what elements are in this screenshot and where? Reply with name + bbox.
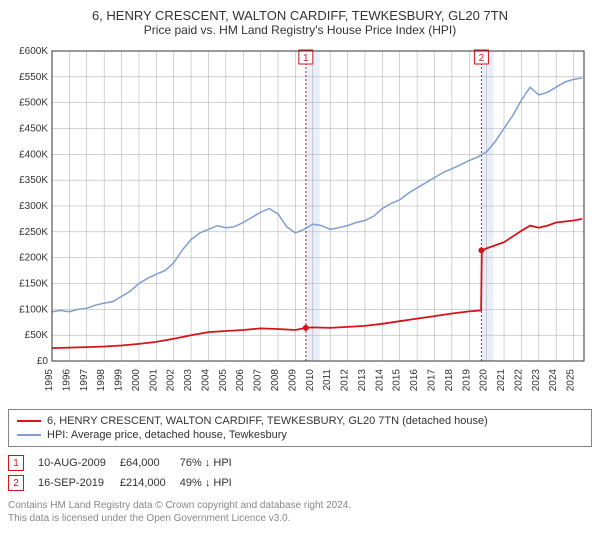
marker-table: 1 10-AUG-2009£64,00076% ↓ HPI 2 16-SEP-2019… bbox=[8, 453, 246, 493]
legend-label: HPI: Average price, detached house, Tewk… bbox=[47, 429, 287, 441]
legend-swatch bbox=[17, 420, 41, 422]
svg-text:2015: 2015 bbox=[392, 369, 403, 392]
svg-text:1995: 1995 bbox=[44, 369, 55, 392]
legend-item: 6, HENRY CRESCENT, WALTON CARDIFF, TEWKE… bbox=[17, 414, 583, 428]
legend-item: HPI: Average price, detached house, Tewk… bbox=[17, 428, 583, 442]
svg-text:£150K: £150K bbox=[19, 279, 48, 290]
svg-text:2016: 2016 bbox=[409, 369, 420, 392]
svg-text:2020: 2020 bbox=[479, 369, 490, 392]
line-chart: £0 £50K £100K £150K £200K £250K £300K £350K £400… bbox=[8, 43, 592, 403]
marker-number-box: 1 bbox=[8, 455, 24, 471]
marker-date: 16-SEP-2019 bbox=[38, 473, 120, 493]
svg-text:£500K: £500K bbox=[19, 98, 48, 109]
svg-text:2008: 2008 bbox=[270, 369, 281, 392]
svg-text:2002: 2002 bbox=[166, 369, 177, 392]
marker-price: £64,000 bbox=[120, 453, 180, 473]
svg-text:2019: 2019 bbox=[461, 369, 472, 392]
marker-row: 2 16-SEP-2019£214,00049% ↓ HPI bbox=[8, 473, 246, 493]
marker-row: 1 10-AUG-2009£64,00076% ↓ HPI bbox=[8, 453, 246, 473]
svg-text:1: 1 bbox=[303, 53, 309, 64]
svg-text:1998: 1998 bbox=[96, 369, 107, 392]
marker-delta: 76% ↓ HPI bbox=[180, 453, 246, 473]
svg-text:2012: 2012 bbox=[340, 369, 351, 392]
svg-text:£200K: £200K bbox=[19, 253, 48, 264]
svg-text:£600K: £600K bbox=[19, 46, 48, 57]
svg-text:2011: 2011 bbox=[322, 369, 333, 391]
legend: 6, HENRY CRESCENT, WALTON CARDIFF, TEWKE… bbox=[8, 409, 592, 447]
marker-number-box: 2 bbox=[8, 475, 24, 491]
svg-text:2021: 2021 bbox=[496, 369, 507, 392]
svg-text:2004: 2004 bbox=[200, 369, 211, 392]
marker-delta: 49% ↓ HPI bbox=[180, 473, 246, 493]
svg-text:1997: 1997 bbox=[79, 369, 90, 392]
marker-date: 10-AUG-2009 bbox=[38, 453, 120, 473]
svg-text:£0: £0 bbox=[37, 356, 49, 367]
legend-swatch bbox=[17, 434, 41, 436]
svg-text:2000: 2000 bbox=[131, 369, 142, 392]
svg-text:2013: 2013 bbox=[357, 369, 368, 392]
svg-text:2006: 2006 bbox=[235, 369, 246, 392]
marker-price: £214,000 bbox=[120, 473, 180, 493]
svg-text:£50K: £50K bbox=[25, 330, 49, 341]
svg-text:2005: 2005 bbox=[218, 369, 229, 392]
footer-attribution: Contains HM Land Registry data © Crown c… bbox=[8, 499, 592, 525]
svg-text:£250K: £250K bbox=[19, 227, 48, 238]
svg-text:£450K: £450K bbox=[19, 124, 48, 135]
svg-text:£300K: £300K bbox=[19, 201, 48, 212]
svg-text:2024: 2024 bbox=[548, 369, 559, 392]
svg-text:1999: 1999 bbox=[114, 369, 125, 392]
chart-area: £0 £50K £100K £150K £200K £250K £300K £350K £400… bbox=[8, 43, 592, 403]
svg-text:£550K: £550K bbox=[19, 72, 48, 83]
svg-text:2023: 2023 bbox=[531, 369, 542, 392]
svg-text:2001: 2001 bbox=[148, 369, 159, 392]
svg-text:2025: 2025 bbox=[566, 369, 577, 392]
footer-line1: Contains HM Land Registry data © Crown c… bbox=[8, 499, 592, 512]
svg-text:2022: 2022 bbox=[513, 369, 524, 392]
svg-text:2018: 2018 bbox=[444, 369, 455, 392]
legend-label: 6, HENRY CRESCENT, WALTON CARDIFF, TEWKE… bbox=[47, 415, 488, 427]
svg-text:2: 2 bbox=[479, 53, 485, 64]
svg-text:£350K: £350K bbox=[19, 175, 48, 186]
svg-text:1996: 1996 bbox=[61, 369, 72, 392]
svg-text:2009: 2009 bbox=[287, 369, 298, 392]
chart-title-line2: Price paid vs. HM Land Registry's House … bbox=[8, 23, 592, 37]
svg-text:2007: 2007 bbox=[253, 369, 264, 392]
footer-line2: This data is licensed under the Open Gov… bbox=[8, 512, 592, 525]
svg-text:2003: 2003 bbox=[183, 369, 194, 392]
svg-text:2014: 2014 bbox=[374, 369, 385, 392]
svg-text:2017: 2017 bbox=[426, 369, 437, 392]
chart-title-line1: 6, HENRY CRESCENT, WALTON CARDIFF, TEWKE… bbox=[8, 8, 592, 23]
svg-text:2010: 2010 bbox=[305, 369, 316, 392]
svg-text:£400K: £400K bbox=[19, 149, 48, 160]
svg-text:£100K: £100K bbox=[19, 304, 48, 315]
